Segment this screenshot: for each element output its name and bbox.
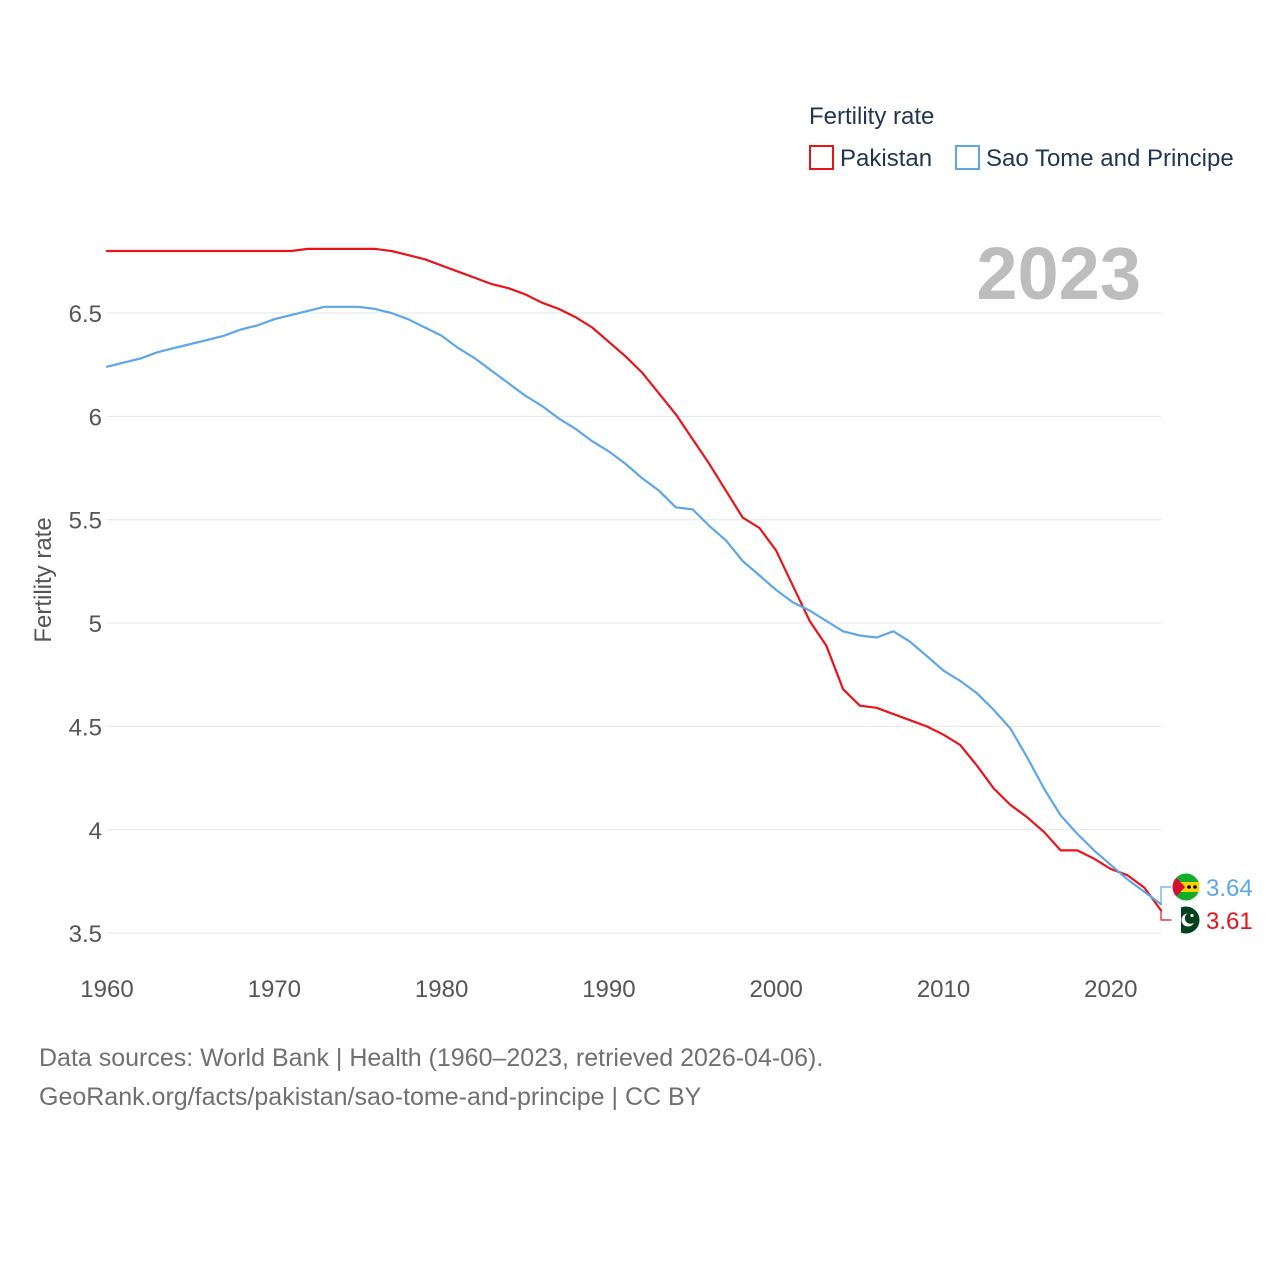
legend-item-sao-tome-and-principe[interactable]: Sao Tome and Principe (955, 145, 1234, 172)
y-tick-label: 5.5 (69, 508, 102, 535)
footer-credit: GeoRank.org/facts/pakistan/sao-tome-and-… (39, 1083, 702, 1111)
y-tick-label: 4 (89, 818, 102, 845)
end-value-label-pakistan: 3.61 (1206, 908, 1253, 935)
y-tick-label: 3.5 (69, 921, 102, 948)
legend-item-pakistan[interactable]: Pakistan (809, 145, 932, 172)
end-connector-sao-tome-and-principe (1160, 886, 1172, 905)
end-value-label-sao-tome-and-principe: 3.64 (1206, 875, 1253, 902)
y-axis-title: Fertility rate (30, 517, 57, 642)
end-connector-pakistan (1160, 910, 1172, 921)
end-markers: 3.61 3.64 (1160, 872, 1253, 935)
x-tick-label: 2020 (1084, 976, 1137, 1003)
y-tick-label: 6 (89, 404, 102, 431)
y-tick-label: 6.5 (69, 301, 102, 328)
legend: Fertility rate Pakistan Sao Tome and Prin… (809, 103, 1234, 172)
grid (107, 312, 1161, 934)
x-tick-label: 1960 (80, 976, 133, 1003)
y-tick-label: 4.5 (69, 714, 102, 741)
x-tick-label: 1970 (248, 976, 301, 1003)
x-tick-label: 2010 (917, 976, 970, 1003)
legend-title: Fertility rate (809, 103, 934, 130)
series-line-sao-tome-and-principe (105, 305, 1163, 906)
y-axis-ticks: 3.5 4 4.5 5 5.5 6 6.5 (69, 301, 102, 948)
sao-tome-flag-icon (1171, 872, 1201, 902)
y-tick-label: 5 (89, 611, 102, 638)
pakistan-flag-icon (1171, 905, 1201, 935)
x-tick-label: 1980 (415, 976, 468, 1003)
footer-source: Data sources: World Bank | Health (1960–… (39, 1044, 824, 1072)
series-line-pakistan (105, 247, 1163, 912)
fertility-line-chart: Fertility rate Pakistan Sao Tome and Prin… (30, 103, 1253, 1003)
year-label: 2023 (976, 232, 1141, 315)
x-tick-label: 2000 (750, 976, 803, 1003)
legend-label-sao-tome-and-principe: Sao Tome and Principe (986, 145, 1234, 172)
legend-swatch-sao-tome-and-principe (955, 145, 980, 170)
legend-swatch-pakistan (809, 145, 834, 170)
series-lines (105, 247, 1163, 912)
x-axis-ticks: 1960 1970 1980 1990 2000 2010 2020 (80, 976, 1137, 1003)
legend-label-pakistan: Pakistan (840, 145, 932, 172)
x-tick-label: 1990 (582, 976, 635, 1003)
